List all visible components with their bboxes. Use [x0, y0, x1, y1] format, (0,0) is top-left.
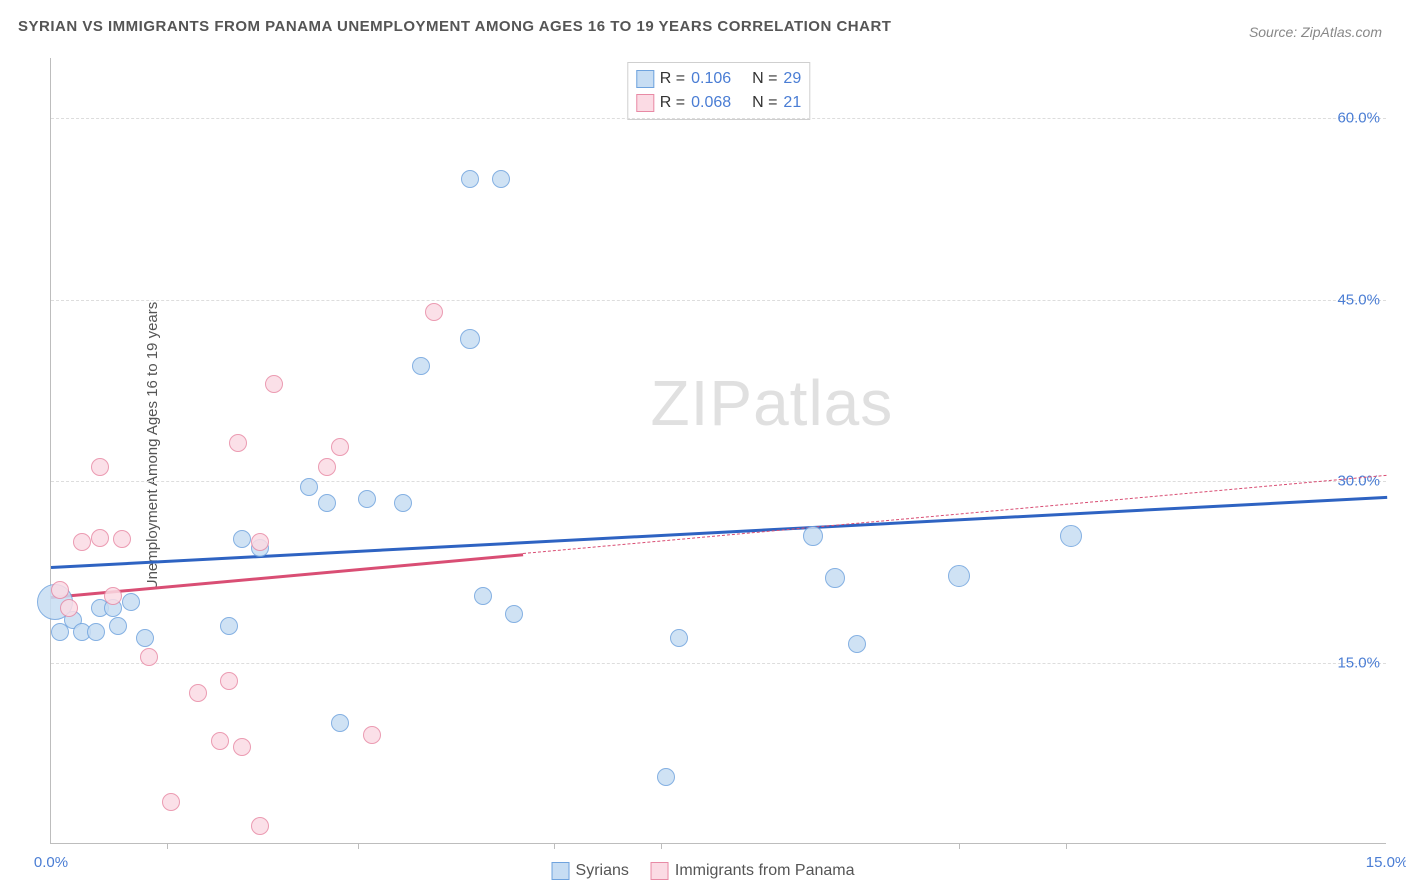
- scatter-point: [394, 494, 412, 512]
- scatter-point: [848, 635, 866, 653]
- scatter-point: [220, 617, 238, 635]
- scatter-point: [331, 714, 349, 732]
- scatter-point: [803, 526, 823, 546]
- regression-line-dashed: [523, 475, 1387, 554]
- scatter-point: [51, 581, 69, 599]
- scatter-point: [251, 817, 269, 835]
- scatter-point: [412, 357, 430, 375]
- legend-label: Syrians: [576, 862, 629, 880]
- gridline: [51, 300, 1386, 301]
- x-minor-tick: [959, 843, 960, 849]
- scatter-point: [331, 438, 349, 456]
- scatter-point: [113, 530, 131, 548]
- scatter-point: [300, 478, 318, 496]
- scatter-point: [162, 793, 180, 811]
- scatter-point: [825, 568, 845, 588]
- scatter-point: [670, 629, 688, 647]
- legend-stats-row: R = 0.068 N = 21: [636, 91, 801, 115]
- x-tick-label: 15.0%: [1366, 854, 1406, 871]
- scatter-point: [122, 593, 140, 611]
- y-tick-label: 15.0%: [1337, 654, 1380, 671]
- legend-label: Immigrants from Panama: [675, 862, 855, 880]
- gridline: [51, 118, 1386, 119]
- legend-swatch: [636, 94, 654, 112]
- legend-stats-row: R = 0.106 N = 29: [636, 67, 801, 91]
- legend-item: Syrians: [552, 862, 629, 880]
- legend-bottom: Syrians Immigrants from Panama: [552, 862, 855, 880]
- scatter-point: [425, 303, 443, 321]
- scatter-point: [220, 672, 238, 690]
- scatter-point: [189, 684, 207, 702]
- regression-line: [51, 553, 523, 598]
- scatter-point: [229, 434, 247, 452]
- legend-stats-box: R = 0.106 N = 29R = 0.068 N = 21: [627, 62, 810, 120]
- scatter-point: [233, 738, 251, 756]
- x-tick-label: 0.0%: [34, 854, 68, 871]
- scatter-point: [492, 170, 510, 188]
- x-minor-tick: [167, 843, 168, 849]
- legend-swatch: [651, 862, 669, 880]
- scatter-point: [109, 617, 127, 635]
- scatter-point: [140, 648, 158, 666]
- scatter-point: [251, 533, 269, 551]
- stat-r-label: R =: [660, 91, 685, 115]
- chart-container: SYRIAN VS IMMIGRANTS FROM PANAMA UNEMPLO…: [0, 0, 1406, 892]
- stat-n-label: N =: [752, 67, 777, 91]
- scatter-point: [91, 529, 109, 547]
- scatter-point: [87, 623, 105, 641]
- scatter-point: [363, 726, 381, 744]
- scatter-point: [318, 458, 336, 476]
- source-attribution: Source: ZipAtlas.com: [1249, 24, 1382, 40]
- plot-area: ZIPatlas R = 0.106 N = 29R = 0.068 N = 2…: [50, 58, 1386, 844]
- scatter-point: [460, 329, 480, 349]
- stat-r-label: R =: [660, 67, 685, 91]
- scatter-point: [657, 768, 675, 786]
- gridline: [51, 663, 1386, 664]
- x-minor-tick: [661, 843, 662, 849]
- stat-n-label: N =: [752, 91, 777, 115]
- legend-swatch: [636, 70, 654, 88]
- x-minor-tick: [1066, 843, 1067, 849]
- x-minor-tick: [358, 843, 359, 849]
- scatter-point: [60, 599, 78, 617]
- scatter-point: [136, 629, 154, 647]
- watermark: ZIPatlas: [651, 366, 894, 440]
- chart-title: SYRIAN VS IMMIGRANTS FROM PANAMA UNEMPLO…: [18, 18, 891, 35]
- regression-line: [51, 496, 1387, 569]
- scatter-point: [474, 587, 492, 605]
- stat-n-value: 29: [783, 67, 801, 91]
- scatter-point: [505, 605, 523, 623]
- legend-item: Immigrants from Panama: [651, 862, 855, 880]
- y-tick-label: 45.0%: [1337, 291, 1380, 308]
- scatter-point: [461, 170, 479, 188]
- scatter-point: [318, 494, 336, 512]
- scatter-point: [358, 490, 376, 508]
- scatter-point: [104, 587, 122, 605]
- scatter-point: [265, 375, 283, 393]
- scatter-point: [211, 732, 229, 750]
- scatter-point: [1060, 525, 1082, 547]
- gridline: [51, 481, 1386, 482]
- scatter-point: [73, 533, 91, 551]
- scatter-point: [91, 458, 109, 476]
- legend-swatch: [552, 862, 570, 880]
- y-tick-label: 60.0%: [1337, 110, 1380, 127]
- stat-n-value: 21: [783, 91, 801, 115]
- scatter-point: [233, 530, 251, 548]
- x-minor-tick: [554, 843, 555, 849]
- stat-r-value: 0.106: [691, 67, 731, 91]
- scatter-point: [948, 565, 970, 587]
- stat-r-value: 0.068: [691, 91, 731, 115]
